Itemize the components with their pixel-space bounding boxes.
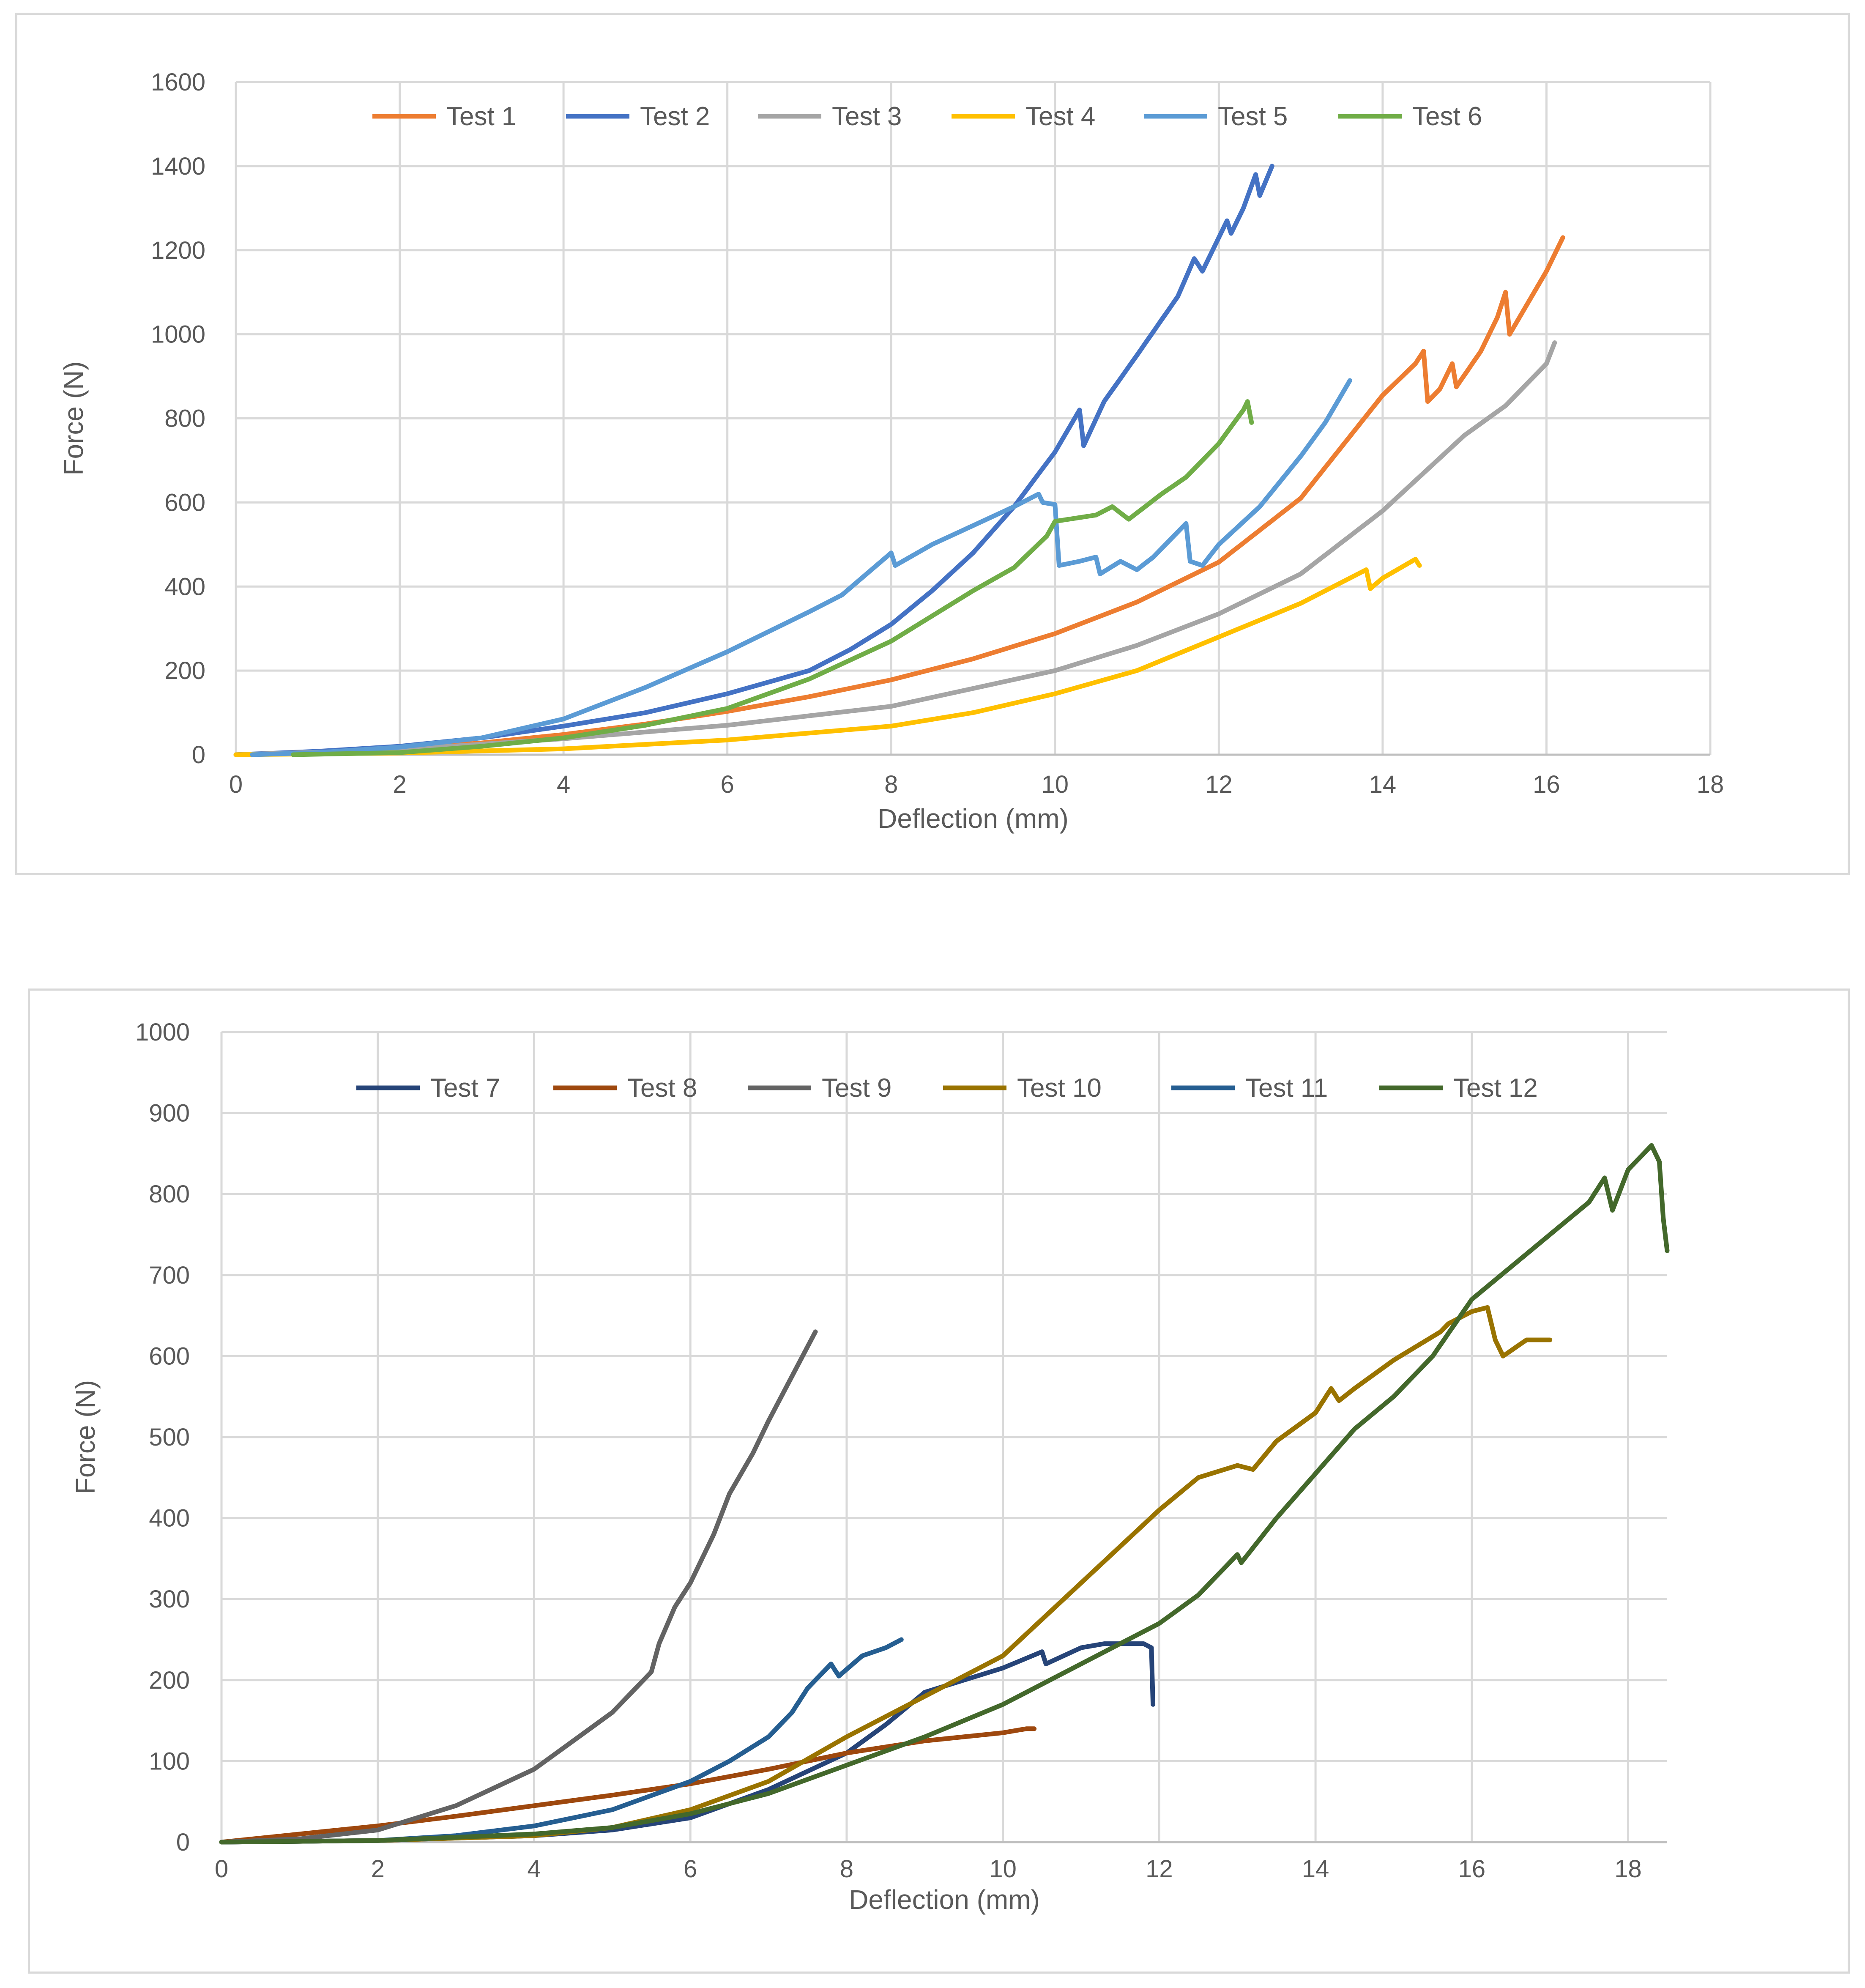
- x-tick-label: 6: [721, 771, 734, 798]
- x-axis-title: Deflection (mm): [849, 1884, 1040, 1915]
- x-tick-label: 16: [1533, 771, 1560, 798]
- x-tick-label: 14: [1302, 1855, 1329, 1883]
- x-tick-label: 18: [1614, 1855, 1642, 1883]
- y-tick-label: 1000: [151, 321, 205, 348]
- y-tick-label: 500: [149, 1424, 190, 1451]
- chart-bottom: 0 100 200 300 400 500 600 700 800 900 1000 0 2 4 6 8 10 1…: [70, 1019, 1670, 1915]
- y-tick-label: 400: [164, 573, 205, 600]
- x-tick-label: 0: [229, 771, 243, 798]
- y-axis-title: Force (N): [58, 361, 89, 475]
- x-tick-label: 18: [1697, 771, 1724, 798]
- series-line-test-4: [233, 557, 1422, 757]
- y-tick-label: 200: [149, 1667, 190, 1694]
- legend-label: Test 11: [1245, 1073, 1328, 1103]
- x-tick-label: 6: [684, 1855, 697, 1883]
- series-line-test-11: [219, 1637, 904, 1845]
- series-line-test-12: [219, 1143, 1670, 1845]
- y-tick-label: 1000: [135, 1019, 190, 1046]
- y-tick-label: 200: [164, 657, 205, 685]
- x-tick-label: 2: [393, 771, 406, 798]
- y-tick-label: 600: [164, 489, 205, 516]
- series-line-test-10: [219, 1305, 1553, 1845]
- series-line-test-6: [291, 399, 1254, 757]
- legend-label: Test 10: [1017, 1073, 1102, 1103]
- x-tick-label: 14: [1369, 771, 1397, 798]
- y-tick-label: 300: [149, 1585, 190, 1613]
- y-tick-label: 700: [149, 1262, 190, 1289]
- y-tick-label: 100: [149, 1747, 190, 1775]
- legend-label: Test 7: [430, 1073, 500, 1103]
- series-line-test-3: [233, 340, 1557, 757]
- x-tick-label: 4: [527, 1855, 541, 1883]
- x-tick-label: 2: [371, 1855, 385, 1883]
- legend-label: Test 6: [1412, 102, 1482, 131]
- y-tick-label: 800: [149, 1180, 190, 1208]
- grid: [235, 81, 1712, 755]
- series-line-test-2: [233, 164, 1274, 757]
- legend-label: Test 5: [1218, 102, 1288, 131]
- legend-label: Test 3: [832, 102, 902, 131]
- legend-label: Test 4: [1025, 102, 1095, 131]
- x-tick-label: 10: [989, 1855, 1017, 1883]
- y-tick-label: 1600: [151, 68, 205, 96]
- x-tick-label: 12: [1205, 771, 1233, 798]
- y-tick-label: 900: [149, 1100, 190, 1127]
- y-tick-label: 800: [164, 405, 205, 433]
- legend: Test 1 Test 2 Test 3 Test 4 Test 5 Test 6: [372, 102, 1482, 131]
- y-tick-label: 600: [149, 1342, 190, 1370]
- legend-label: Test 12: [1453, 1073, 1538, 1103]
- y-tick-label: 1200: [151, 237, 205, 264]
- chart-top: 0 200 400 600 800 1000 1200 1400 1600 0 2 4 6 8 10 12 14…: [58, 68, 1724, 834]
- x-tick-label: 8: [884, 771, 898, 798]
- x-axis-title: Deflection (mm): [878, 803, 1069, 834]
- legend: Test 7 Test 8 Test 9 Test 10 Test 11 Test 12: [356, 1073, 1538, 1103]
- y-axis-title: Force (N): [70, 1380, 101, 1494]
- x-tick-label: 10: [1042, 771, 1069, 798]
- x-tick-label: 4: [557, 771, 570, 798]
- legend-label: Test 9: [822, 1073, 891, 1103]
- y-tick-label: 400: [149, 1505, 190, 1532]
- y-tick-label: 1400: [151, 153, 205, 180]
- legend-label: Test 1: [446, 102, 516, 131]
- x-tick-label: 0: [215, 1855, 228, 1883]
- legend-label: Test 2: [640, 102, 710, 131]
- y-tick-label: 0: [192, 741, 205, 769]
- chart-panel-top: 0 200 400 600 800 1000 1200 1400 1600 0 2 4 6 8 10 12 14…: [15, 13, 1850, 875]
- x-tick-label: 16: [1458, 1855, 1486, 1883]
- series-line-test-9: [219, 1329, 818, 1845]
- x-tick-label: 12: [1146, 1855, 1173, 1883]
- x-tick-label: 8: [840, 1855, 853, 1883]
- chart-panel-bottom: 0 100 200 300 400 500 600 700 800 900 1000 0 2 4 6 8 10 1…: [28, 989, 1850, 1974]
- series-line-test-5: [250, 378, 1352, 757]
- legend-label: Test 8: [627, 1073, 697, 1103]
- y-tick-label: 0: [176, 1829, 190, 1856]
- grid: [220, 1031, 1667, 1842]
- series-line-test-1: [233, 235, 1565, 757]
